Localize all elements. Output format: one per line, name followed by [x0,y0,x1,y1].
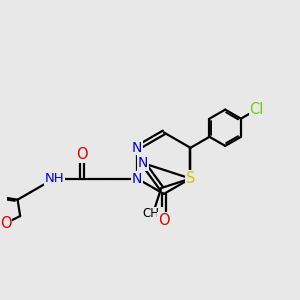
Text: N: N [138,156,148,170]
Text: N: N [132,172,142,185]
Text: N: N [132,141,142,155]
Text: Cl: Cl [250,102,264,117]
Text: O: O [158,213,170,228]
Text: CH₃: CH₃ [142,207,164,220]
Text: O: O [0,216,11,231]
Text: O: O [76,147,88,162]
Text: S: S [186,171,195,186]
Text: NH: NH [44,172,64,185]
